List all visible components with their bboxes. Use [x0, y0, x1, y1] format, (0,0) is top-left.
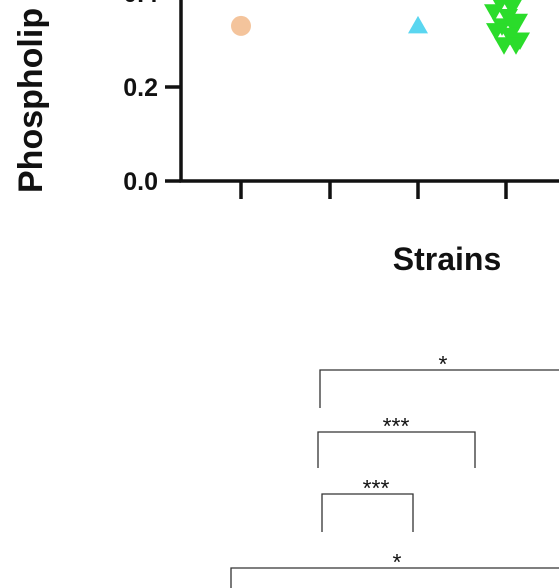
significance-label: *** [363, 475, 390, 501]
significance-brackets: * *** *** * [230, 351, 559, 588]
y-tick-label: 0.0 [123, 168, 158, 196]
y-axis-title: Phospholip [12, 8, 50, 193]
y-ticks: 0.0 0.2 0.4 [123, 0, 181, 196]
data-points [231, 0, 530, 55]
data-point [498, 9, 518, 27]
x-ticks [239, 181, 508, 199]
significance-label: * [439, 351, 448, 377]
data-point [484, 4, 504, 22]
data-point [500, 27, 520, 46]
significance-bracket [317, 431, 476, 468]
data-point [502, 0, 522, 18]
significance-bracket [319, 369, 559, 408]
data-point [486, 23, 506, 41]
significance-bracket [230, 567, 559, 588]
data-point [504, 18, 524, 36]
significance-bracket [321, 493, 414, 532]
x-axis-title: Strains [393, 241, 501, 277]
data-point [408, 15, 428, 34]
y-tick-label: 0.2 [123, 74, 158, 102]
data-point [506, 37, 526, 55]
y-tick-label: 0.4 [123, 0, 158, 8]
significance-label: * [393, 549, 402, 575]
data-point [231, 15, 251, 36]
significance-label: *** [383, 413, 410, 439]
